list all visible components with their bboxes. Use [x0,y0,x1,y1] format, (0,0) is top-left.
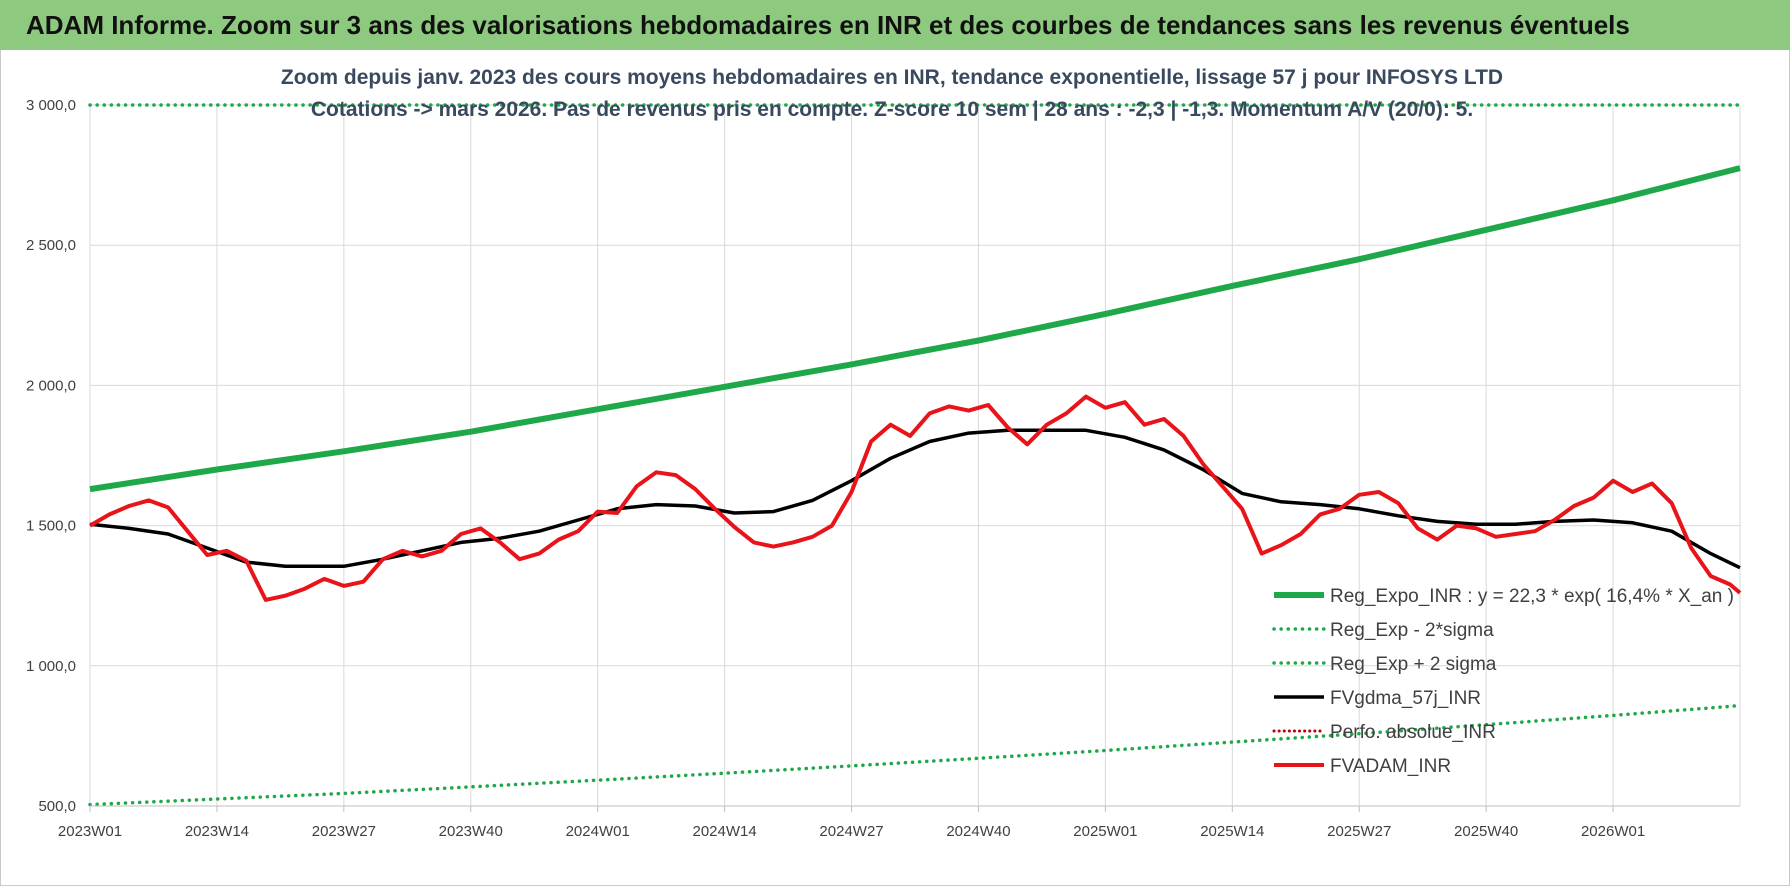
y-tick-label: 3 000,0 [26,97,76,114]
grid [89,104,1741,807]
x-tick-label: 2024W40 [946,823,1010,840]
y-tick-label: 2 500,0 [26,237,76,254]
legend-label: Reg_Expo_INR : y = 22,3 * exp( 16,4% * X… [1330,586,1734,607]
report-banner-title: ADAM Informe. Zoom sur 3 ans des valoris… [0,0,1790,50]
series-line-reg-expo [89,165,1741,493]
legend-label: FVADAM_INR [1330,756,1451,777]
x-tick-label: 2024W27 [819,823,883,840]
x-tick-label: 2024W01 [566,823,630,840]
legend-label: Reg_Exp + 2 sigma [1330,654,1497,675]
y-tick-label: 1 500,0 [26,518,76,535]
x-tick-label: 2025W01 [1073,823,1137,840]
x-tick-label: 2025W40 [1454,823,1518,840]
chart-svg: 500,0 1 000,0 1 500,0 2 000,0 2 500,0 3 000,0… [26,66,1742,840]
axes: 500,0 1 000,0 1 500,0 2 000,0 2 500,0 3 000,0… [26,97,1740,840]
x-tick-label: 2023W14 [185,823,249,840]
series-line-reg-minus-2sigma [88,703,1742,807]
x-tick-label: 2024W14 [693,823,757,840]
x-tick-label: 2023W01 [58,823,122,840]
x-tick-label: 2025W14 [1200,823,1264,840]
x-tick-label: 2023W27 [312,823,376,840]
x-tick-label: 2026W01 [1581,823,1645,840]
legend-label: Perfo. absolue_INR [1330,722,1496,743]
x-tick-label: 2023W40 [439,823,503,840]
chart-title-line-2: Cotations -> mars 2026. Pas de revenus p… [311,98,1473,121]
y-tick-label: 500,0 [38,798,76,815]
y-tick-label: 1 000,0 [26,658,76,675]
legend-label: Reg_Exp - 2*sigma [1330,620,1494,641]
y-tick-label: 2 000,0 [26,377,76,394]
legend-label: FVgdma_57j_INR [1330,688,1481,709]
chart-title-line-1: Zoom depuis janv. 2023 des cours moyens … [281,66,1503,89]
x-tick-label: 2025W27 [1327,823,1391,840]
series-line-fvadam [89,394,1742,602]
series-group [88,103,1742,807]
legend[interactable]: Reg_Expo_INR : y = 22,3 * exp( 16,4% * X… [1272,586,1734,777]
